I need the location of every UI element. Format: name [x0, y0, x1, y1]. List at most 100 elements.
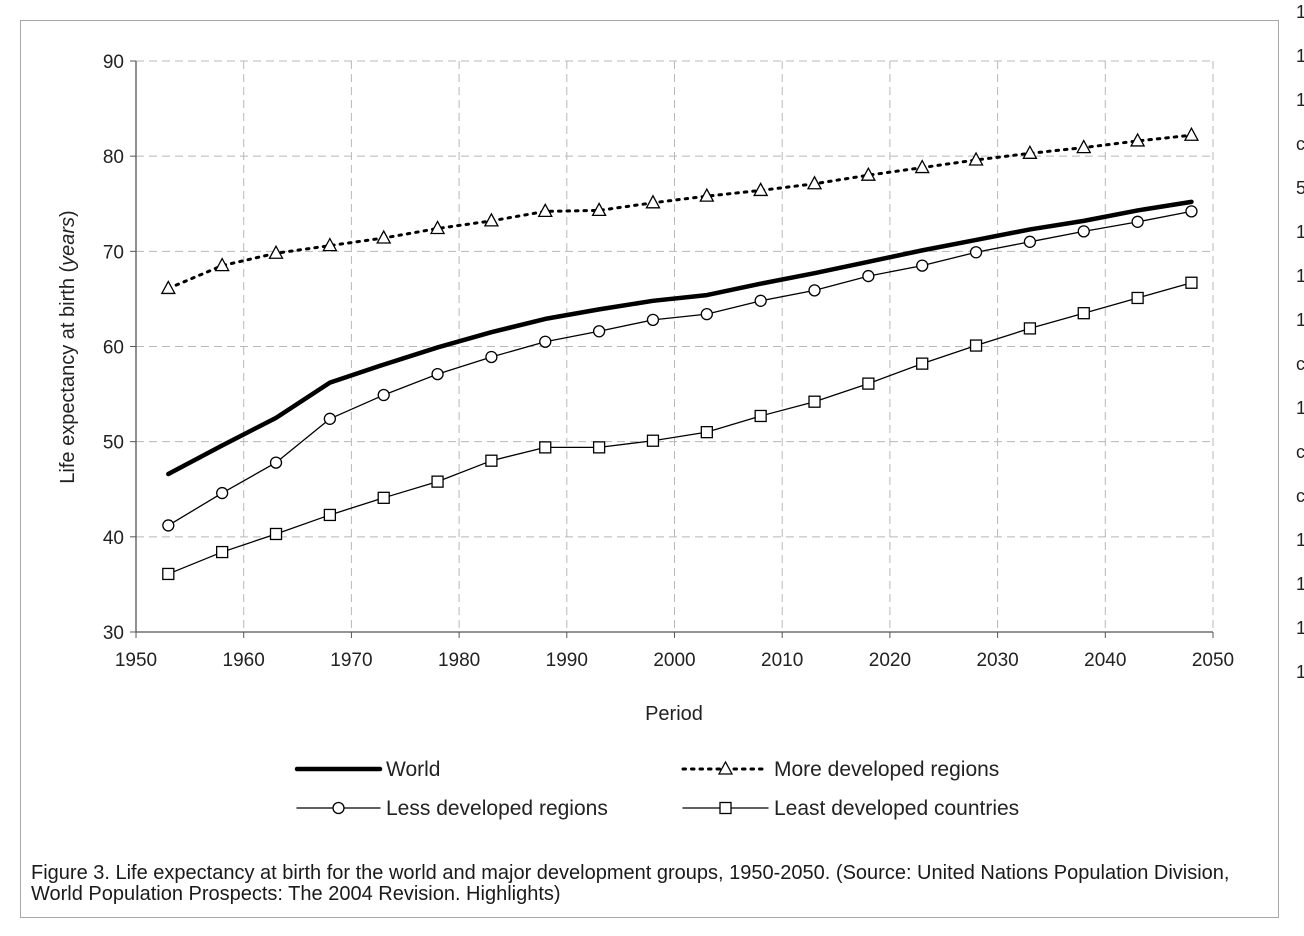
x-tick-label: 1960	[223, 650, 265, 671]
data-point-less-developed-regions	[1023, 235, 1037, 248]
clipped-fragment: 5	[1296, 178, 1304, 198]
figure-frame	[20, 20, 1279, 918]
clipped-fragment: 1	[1296, 90, 1304, 110]
data-point-more-developed-regions	[1183, 126, 1200, 141]
clipped-fragment: 1	[1296, 222, 1304, 242]
y-tick-label: 50	[103, 433, 124, 454]
clipped-fragment: c	[1296, 442, 1304, 462]
x-tick-label: 2010	[761, 650, 803, 671]
series-layer	[160, 126, 1200, 581]
data-point-least-developed-countries	[592, 441, 606, 454]
data-point-least-developed-countries	[323, 508, 337, 522]
data-point-more-developed-regions	[160, 280, 176, 295]
data-point-less-developed-regions	[323, 412, 337, 425]
axes	[130, 60, 1214, 638]
x-tick-label: 2050	[1192, 650, 1234, 671]
data-point-less-developed-regions	[646, 313, 660, 327]
data-point-less-developed-regions	[216, 486, 229, 500]
x-tick-label: 1950	[115, 650, 157, 671]
clipped-fragment: 1	[1296, 574, 1304, 594]
data-point-less-developed-regions	[916, 259, 929, 272]
data-point-least-developed-countries	[431, 475, 444, 488]
data-point-more-developed-regions	[429, 220, 446, 235]
legend-item-more-developed-regions: More developed regions	[681, 758, 999, 781]
clipped-fragment: 1	[1296, 310, 1304, 330]
data-point-less-developed-regions	[700, 307, 713, 321]
legend-item-world: World	[294, 758, 440, 781]
x-tick-label: 1980	[438, 650, 480, 671]
data-point-less-developed-regions	[1185, 205, 1198, 218]
data-point-least-developed-countries	[377, 491, 390, 504]
series-more-developed-regions	[160, 126, 1200, 295]
x-tick-label: 1990	[546, 650, 588, 671]
data-point-least-developed-countries	[1185, 276, 1198, 289]
data-point-least-developed-countries	[269, 527, 283, 541]
clipped-fragment: 1	[1296, 530, 1304, 550]
x-tick-label: 2040	[1084, 650, 1126, 671]
y-axis-title-italic: years	[57, 217, 79, 268]
legend: World More developed regions Less develope…	[294, 758, 1019, 820]
clipped-fragment: 1	[1296, 398, 1304, 418]
y-axis-title: Life expectancy at birth (years)	[57, 210, 79, 483]
data-point-more-developed-regions	[483, 212, 500, 227]
y-axis-title-part3: )	[57, 210, 79, 217]
series-line-least-developed-countries	[167, 282, 1193, 575]
y-tick-label: 60	[103, 338, 124, 359]
clipped-fragment: 1	[1296, 662, 1304, 682]
data-point-more-developed-regions	[753, 182, 769, 197]
legend-item-less-developed-regions: Less developed regions	[296, 797, 608, 820]
data-point-more-developed-regions	[1022, 144, 1038, 159]
data-point-less-developed-regions	[969, 246, 983, 259]
y-tick-label: 70	[103, 242, 124, 263]
data-point-more-developed-regions	[591, 202, 607, 217]
data-point-least-developed-countries	[1131, 291, 1144, 305]
data-point-least-developed-countries	[862, 377, 875, 390]
legend-item-least-developed-countries: Least developed countries	[682, 797, 1019, 820]
legend-label: Least developed countries	[774, 797, 1019, 820]
series-line-less-developed-regions	[167, 210, 1193, 527]
clipped-fragment: 1	[1296, 266, 1304, 286]
data-point-less-developed-regions	[808, 284, 821, 297]
data-point-least-developed-countries	[162, 567, 175, 581]
y-tick-label: 30	[103, 623, 124, 644]
data-point-least-developed-countries	[808, 395, 821, 408]
grid	[136, 60, 1214, 632]
data-point-less-developed-regions	[1131, 215, 1144, 228]
y-tick-label: 80	[103, 147, 124, 168]
data-point-least-developed-countries	[646, 434, 660, 447]
legend-swatch-marker	[332, 801, 345, 815]
legend-label: More developed regions	[774, 758, 999, 781]
series-world	[166, 199, 1194, 477]
y-tick-label: 90	[103, 52, 124, 73]
data-point-least-developed-countries	[539, 441, 552, 454]
data-point-less-developed-regions	[754, 294, 767, 307]
series-less-developed-regions	[162, 205, 1198, 532]
data-point-less-developed-regions	[269, 456, 283, 469]
data-point-more-developed-regions	[914, 159, 930, 174]
legend-label: World	[386, 758, 440, 781]
data-point-least-developed-countries	[485, 454, 498, 467]
tick-labels: 30 40 50 60 70 80 90 1950 1960 1970 1980 1990 2000 20…	[103, 52, 1234, 671]
data-point-more-developed-regions	[699, 187, 715, 202]
figure-caption: Figure 3. Life expectancy at birth for t…	[31, 862, 1230, 905]
data-point-more-developed-regions	[268, 244, 284, 259]
data-point-more-developed-regions	[860, 166, 876, 181]
data-point-less-developed-regions	[377, 388, 390, 402]
data-point-least-developed-countries	[216, 545, 229, 559]
data-point-least-developed-countries	[754, 409, 767, 423]
legend-swatch-marker	[717, 760, 734, 775]
series-least-developed-countries	[162, 276, 1198, 581]
y-axis-title-part1: Life expectancy at birth (	[57, 266, 79, 484]
clipped-fragment: 1	[1296, 618, 1304, 638]
data-point-more-developed-regions	[322, 237, 338, 252]
data-point-least-developed-countries	[1023, 322, 1037, 335]
data-point-less-developed-regions	[431, 367, 444, 381]
x-tick-label: 1970	[330, 650, 372, 671]
data-point-less-developed-regions	[862, 269, 875, 283]
data-point-less-developed-regions	[592, 325, 606, 338]
clipped-adjacent-text: 1 1 1 c 5 1 1 1 c 1 c c 1 1 1 1	[1296, 0, 1304, 936]
x-tick-label: 2000	[653, 650, 695, 671]
x-tick-label: 2030	[976, 650, 1018, 671]
clipped-fragment: 1	[1296, 46, 1304, 66]
